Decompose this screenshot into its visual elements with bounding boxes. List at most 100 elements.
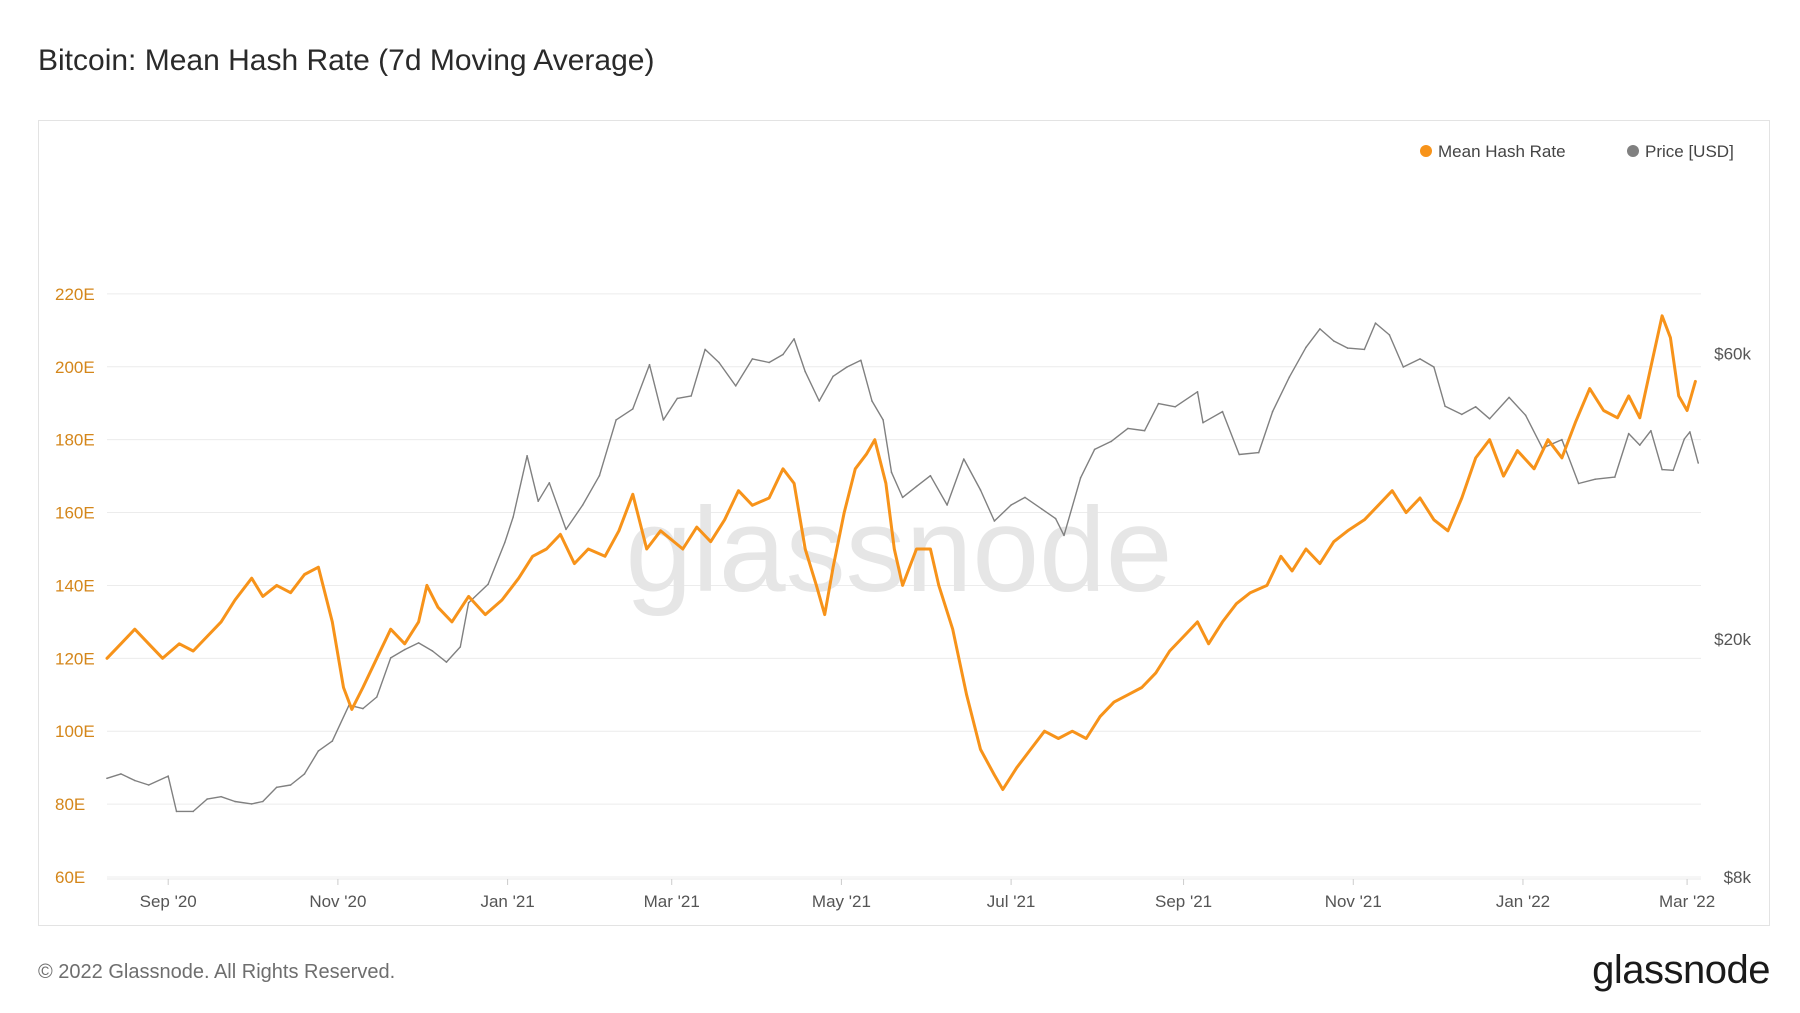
data-point xyxy=(598,474,601,477)
data-point xyxy=(303,773,306,775)
data-point xyxy=(751,358,754,360)
data-point xyxy=(723,519,726,521)
data-point xyxy=(843,511,845,514)
data-point xyxy=(768,361,770,364)
data-point xyxy=(167,775,169,777)
data-point xyxy=(1561,438,1563,441)
data-point xyxy=(1374,322,1377,324)
legend-item-hash-rate[interactable]: Mean Hash Rate xyxy=(1420,142,1566,161)
y-left-tick-label: 220E xyxy=(55,285,95,304)
data-point xyxy=(317,566,320,568)
data-point xyxy=(1043,730,1046,732)
data-point xyxy=(1015,766,1018,769)
data-point xyxy=(581,504,584,506)
data-point xyxy=(929,548,932,550)
data-point xyxy=(1433,366,1435,368)
series-line xyxy=(106,322,1699,813)
data-point xyxy=(1271,410,1274,413)
data-point xyxy=(1319,328,1321,330)
y-right-tick-label: $8k xyxy=(1724,868,1752,887)
data-point xyxy=(161,657,164,660)
data-point xyxy=(517,577,520,579)
hash-rate-series xyxy=(105,314,1697,791)
legend[interactable]: Mean Hash Rate Price [USD] xyxy=(1420,142,1734,161)
data-point xyxy=(1650,429,1652,432)
data-point xyxy=(1577,482,1580,485)
data-point xyxy=(709,540,712,543)
data-point xyxy=(389,657,392,659)
data-point xyxy=(1024,496,1026,499)
data-point xyxy=(860,359,862,362)
data-point xyxy=(548,482,551,484)
legend-item-price[interactable]: Price [USD] xyxy=(1627,142,1734,161)
data-point xyxy=(1333,540,1335,543)
data-point xyxy=(804,548,806,550)
data-point xyxy=(206,635,208,638)
data-point xyxy=(1661,315,1663,317)
data-point xyxy=(1433,519,1435,521)
data-point xyxy=(437,606,439,609)
data-point xyxy=(1363,348,1366,351)
data-point xyxy=(573,562,576,565)
data-point xyxy=(951,628,954,630)
data-point xyxy=(901,496,904,499)
x-tick-label: Sep '21 xyxy=(1155,892,1212,911)
data-point xyxy=(1508,396,1510,399)
data-point xyxy=(134,628,136,630)
data-point xyxy=(1502,475,1505,477)
data-point xyxy=(632,493,634,496)
glassnode-logo[interactable]: glassnode xyxy=(1592,948,1770,992)
data-point xyxy=(1305,548,1307,550)
data-point xyxy=(1447,530,1449,532)
data-point xyxy=(1524,414,1527,417)
data-point xyxy=(1079,477,1082,479)
data-point xyxy=(915,548,918,550)
data-point xyxy=(120,643,122,645)
price-series xyxy=(106,322,1699,813)
data-point xyxy=(1010,504,1012,506)
data-point xyxy=(885,482,887,485)
data-point xyxy=(1057,737,1060,740)
data-point xyxy=(1677,395,1680,397)
data-point xyxy=(793,482,795,485)
data-point xyxy=(1182,635,1185,638)
data-point xyxy=(632,408,634,410)
data-point xyxy=(1694,380,1697,383)
x-tick-label: Jul '21 xyxy=(987,892,1036,911)
data-point xyxy=(192,810,194,813)
data-point xyxy=(1127,427,1129,430)
data-point xyxy=(220,621,222,623)
data-point xyxy=(1488,438,1491,441)
data-point xyxy=(782,468,784,470)
data-point xyxy=(1661,468,1663,471)
data-point xyxy=(823,613,826,616)
data-point xyxy=(1402,366,1405,368)
data-point xyxy=(1099,715,1101,718)
data-point xyxy=(467,601,470,604)
data-point xyxy=(1291,570,1293,572)
data-point xyxy=(979,748,982,751)
data-point xyxy=(1346,530,1349,532)
data-point xyxy=(682,548,684,550)
data-point xyxy=(1474,406,1477,408)
data-point xyxy=(1614,476,1616,478)
data-point xyxy=(403,643,406,645)
y-right-tick-label: $20k xyxy=(1714,630,1751,649)
y-left-tick-label: 80E xyxy=(55,795,85,814)
data-point xyxy=(537,500,539,503)
data-point xyxy=(1141,686,1143,689)
x-tick-label: Jan '22 xyxy=(1496,892,1550,911)
data-point xyxy=(1388,334,1391,336)
data-point xyxy=(901,584,904,587)
data-point xyxy=(147,784,150,786)
data-point xyxy=(1419,358,1421,360)
data-point xyxy=(874,438,876,441)
data-point xyxy=(768,497,770,499)
data-point xyxy=(1627,432,1630,435)
data-point xyxy=(893,548,896,550)
data-point xyxy=(993,520,996,522)
data-point xyxy=(1196,391,1199,393)
data-point xyxy=(1639,444,1641,446)
data-point xyxy=(206,798,208,800)
data-point xyxy=(120,773,122,775)
